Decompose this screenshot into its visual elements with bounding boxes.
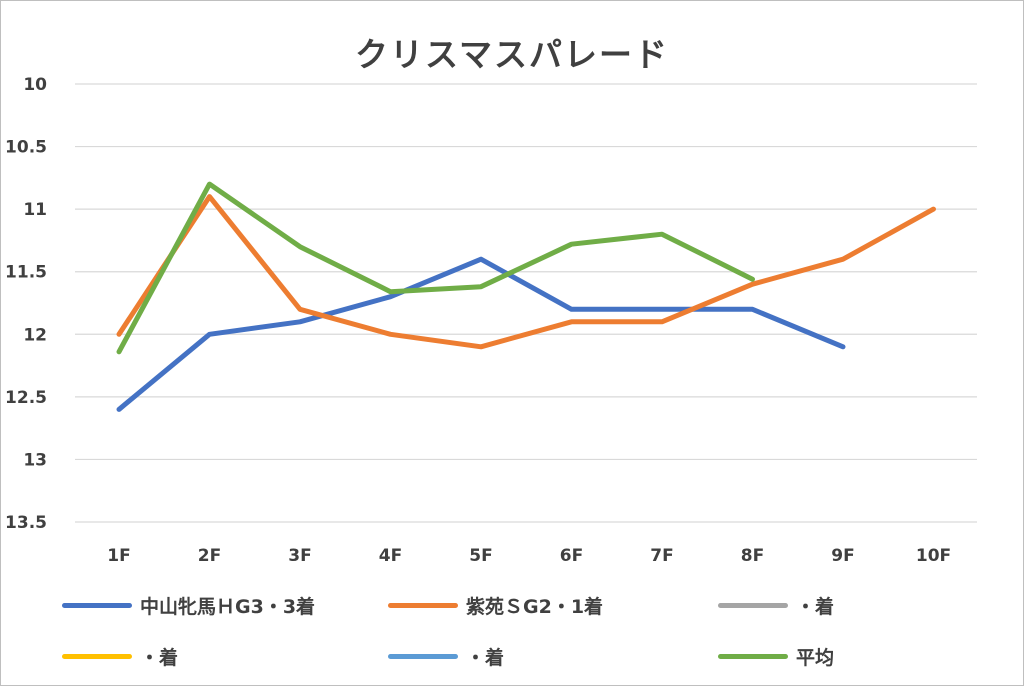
series-lines [116,181,936,412]
legend-label: 紫苑ＳG2・1着 [466,595,604,618]
y-tick-label: 13.5 [5,513,47,533]
legend-item: 平均 [718,644,835,669]
y-tick-label: 10.5 [5,138,47,158]
legend-label: 平均 [796,646,835,669]
legend-label: ・着 [466,646,505,669]
x-tick-label: 7F [650,546,673,566]
y-tick-label: 13 [23,450,47,470]
series-line-5 [116,181,755,355]
x-tick-label: 1F [107,546,130,566]
x-tick-label: 3F [288,546,311,566]
series-line-1 [116,194,936,350]
chart-title: クリスマスパレード [354,35,669,74]
legend-swatch [718,653,788,659]
y-tick-label: 11.5 [5,263,47,283]
legend-swatch [718,602,788,608]
x-tick-label: 6F [560,546,583,566]
x-tick-label: 9F [831,546,854,566]
x-tick-label: 5F [469,546,492,566]
legend-swatch [388,653,458,659]
x-tick-label: 2F [198,546,221,566]
legend-item: ・着 [388,644,505,669]
legend-item: 中山牝馬ＨG3・3着 [62,593,316,618]
legend-swatch [62,653,132,659]
y-tick-label: 12.5 [5,388,47,408]
gridlines [75,83,977,523]
legend-label: 中山牝馬ＨG3・3着 [140,595,316,618]
legend-item: 紫苑ＳG2・1着 [388,593,604,618]
legend-label: ・着 [140,646,179,669]
x-axis-ticks: 1F 2F 3F 4F 5F 6F 7F 8F 9F 10F [107,546,951,566]
y-tick-label: 12 [23,325,47,345]
legend-item: ・着 [718,593,835,618]
legend-swatch [388,602,458,608]
x-tick-label: 4F [379,546,402,566]
y-tick-label: 11 [23,200,47,220]
legend-swatch [62,602,132,608]
y-axis-ticks: 10 10.5 11 11.5 12 12.5 13 13.5 [5,75,47,533]
y-tick-label: 10 [23,75,47,95]
series-line-0 [116,256,846,412]
legend-item: ・着 [62,644,179,669]
legend-label: ・着 [796,595,835,618]
x-tick-label: 8F [741,546,764,566]
x-tick-label: 10F [916,546,951,566]
